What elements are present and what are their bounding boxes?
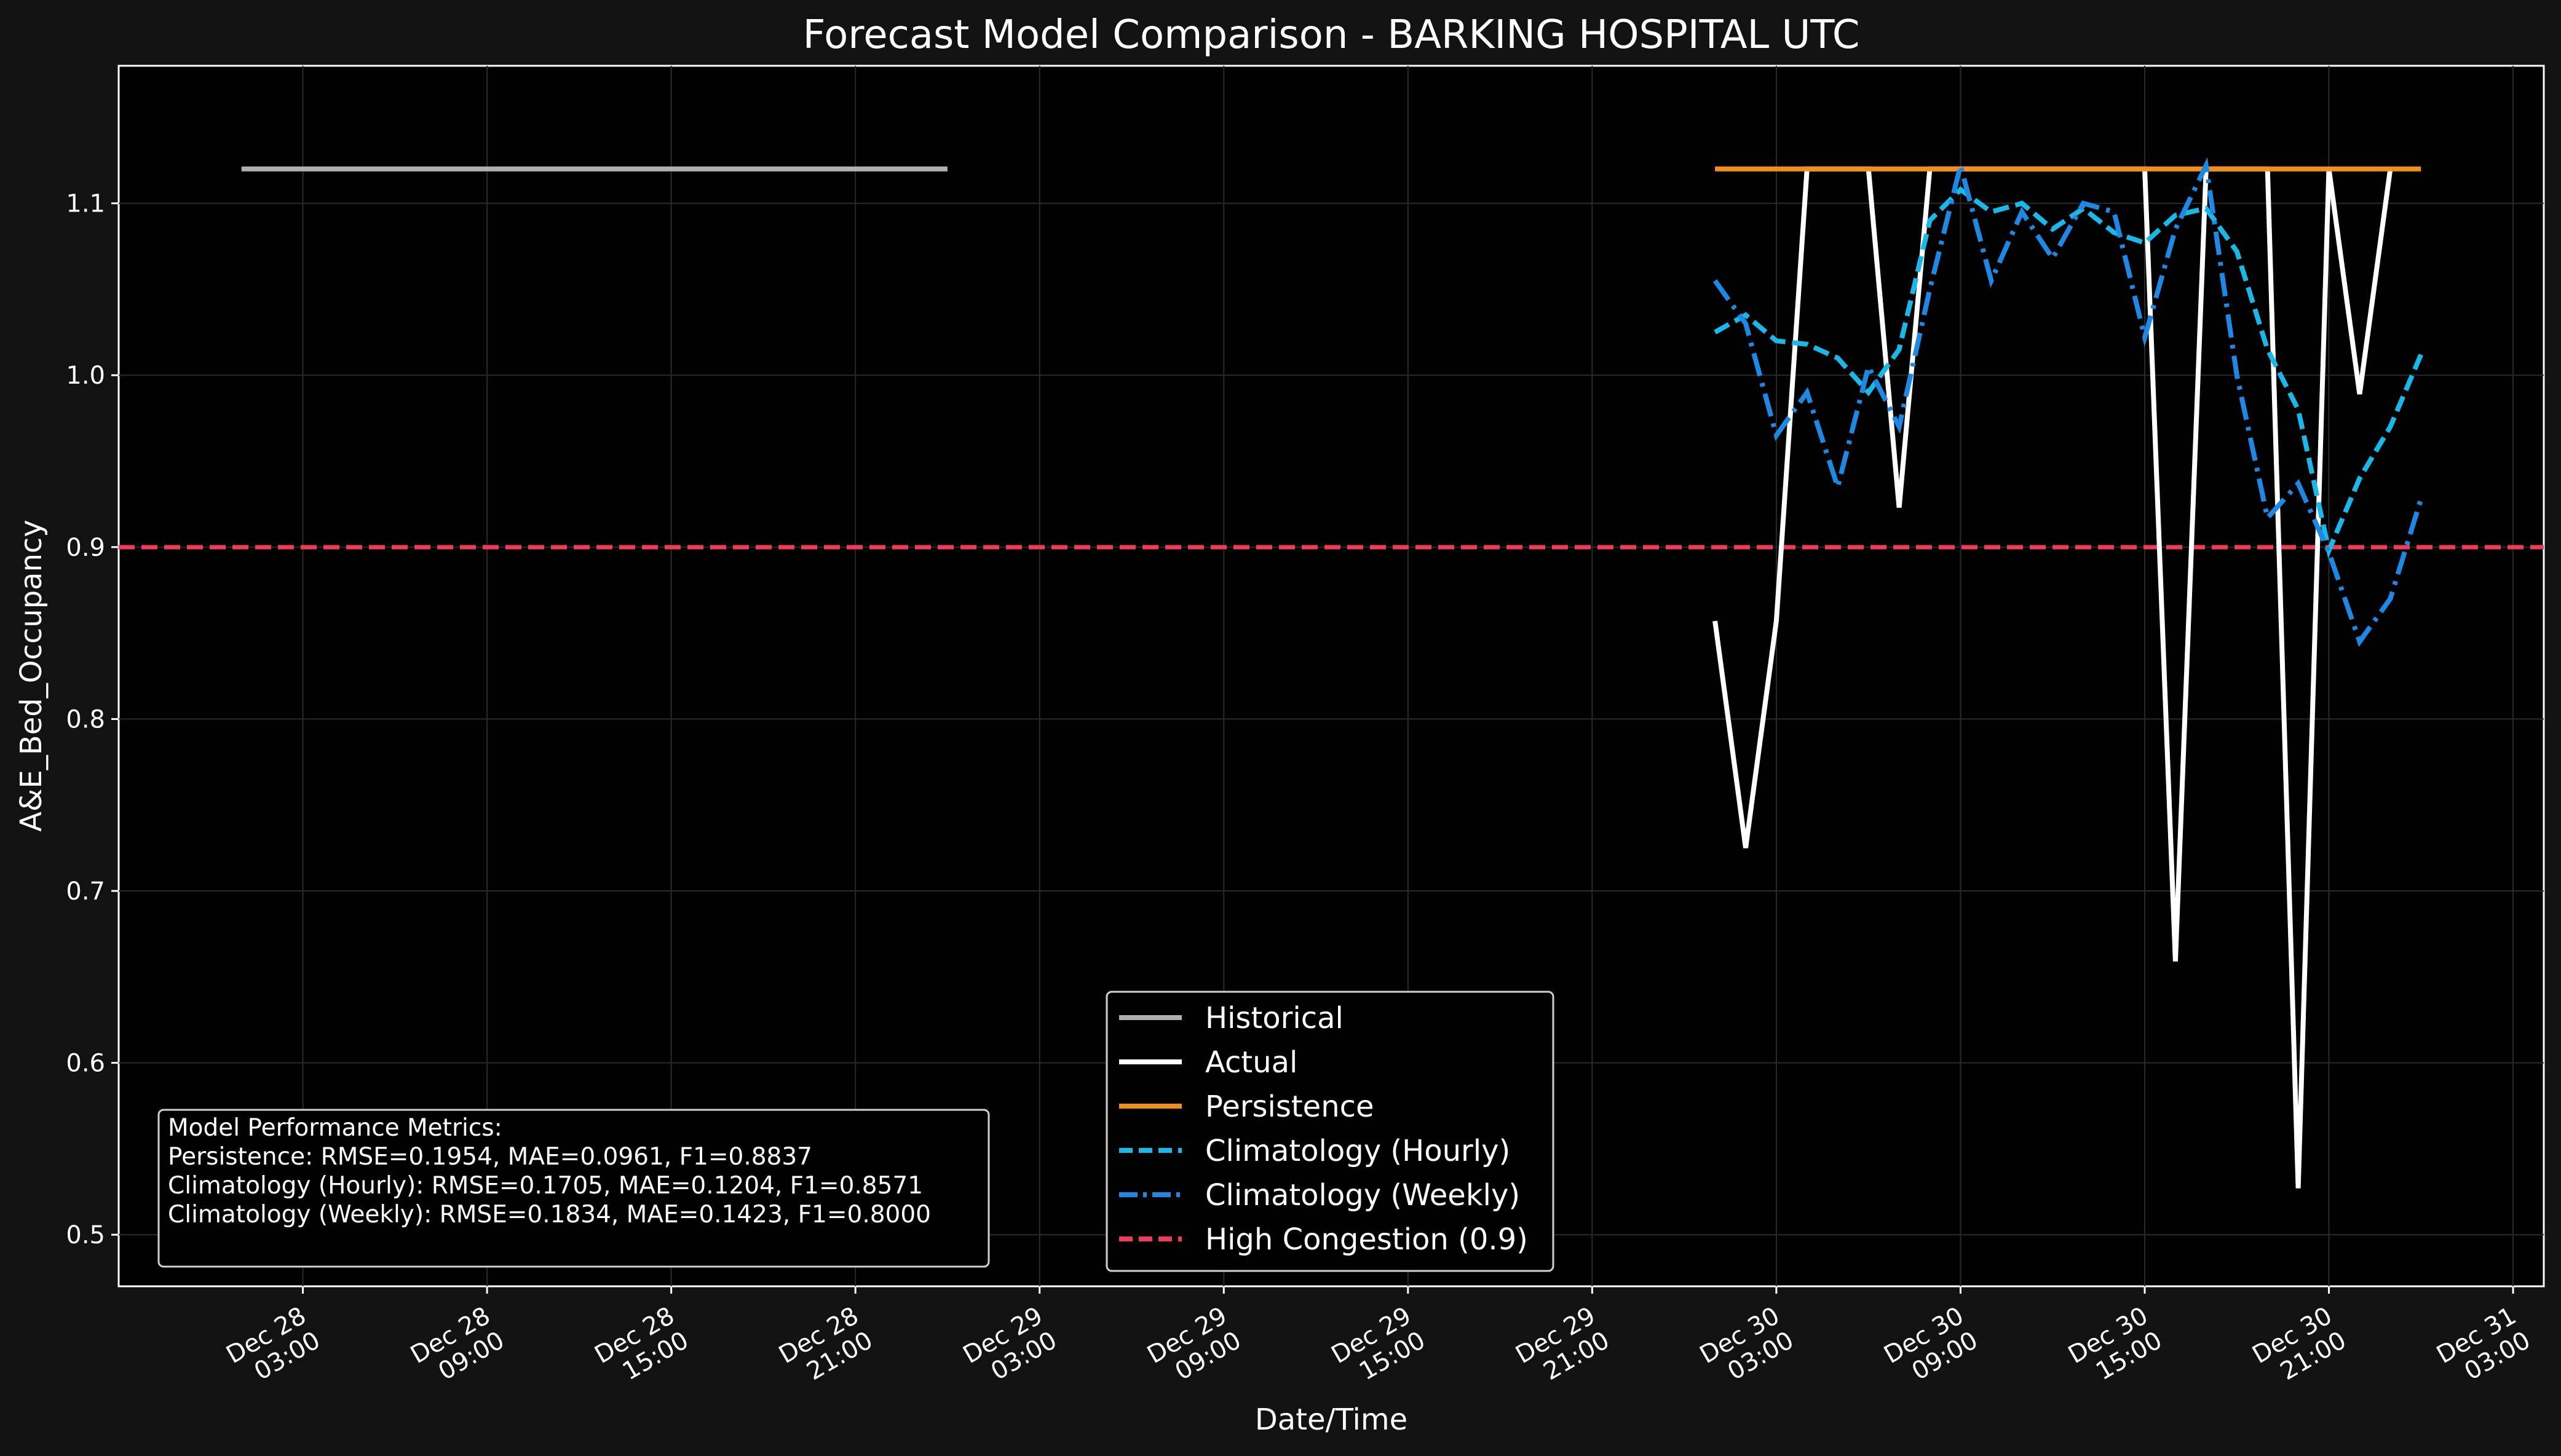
chart-title: Forecast Model Comparison - BARKING HOSP… — [803, 12, 1860, 58]
y-tick-label: 0.9 — [66, 534, 105, 562]
y-tick-label: 0.7 — [66, 877, 105, 906]
legend: Historical Actual Persistence Climatology (… — [1106, 991, 1554, 1272]
legend-frame — [1106, 991, 1554, 1272]
x-tick-label: Dec 3003:00 — [1695, 1302, 1799, 1394]
y-axis-label: A&E_Bed_Occupancy — [14, 520, 49, 832]
x-axis-label: Date/Time — [1255, 1403, 1407, 1437]
legend-label: Historical — [1205, 1001, 1344, 1035]
y-tick-label: 1.1 — [66, 190, 105, 218]
series-layer — [119, 157, 2544, 1189]
x-tick-label: Dec 3021:00 — [2247, 1302, 2351, 1394]
x-tick-label: Dec 3009:00 — [1879, 1302, 1982, 1394]
y-tick-label: 0.5 — [66, 1221, 105, 1249]
x-tick-label: Dec 2903:00 — [959, 1302, 1062, 1394]
y-tick-label: 1.0 — [66, 362, 105, 390]
x-tick-label: Dec 2809:00 — [406, 1302, 509, 1394]
metrics-line: Climatology (Weekly): RMSE=0.1834, MAE=0… — [168, 1201, 931, 1228]
x-tick-label: Dec 2915:00 — [1327, 1302, 1430, 1394]
x-tick-label: Dec 2921:00 — [1511, 1302, 1614, 1394]
x-tick-label: Dec 3103:00 — [2432, 1302, 2535, 1394]
y-tick-label: 0.8 — [66, 705, 105, 734]
legend-label: Actual — [1205, 1045, 1297, 1080]
series-climatology-weekly — [1712, 157, 2424, 647]
x-tick-label: Dec 2909:00 — [1142, 1302, 1246, 1394]
legend-label: High Congestion (0.9) — [1205, 1222, 1528, 1257]
metrics-box: Model Performance Metrics: Persistence: … — [157, 1109, 990, 1268]
x-tick-label: Dec 2803:00 — [221, 1302, 325, 1394]
metrics-box-frame — [157, 1109, 990, 1268]
x-tick-label: Dec 3015:00 — [2064, 1302, 2167, 1394]
grid — [119, 66, 2544, 1286]
x-tick-label: Dec 2821:00 — [774, 1302, 877, 1394]
legend-label: Persistence — [1205, 1090, 1374, 1124]
legend-label: Climatology (Weekly) — [1205, 1178, 1520, 1213]
metrics-line: Model Performance Metrics: — [168, 1114, 502, 1142]
metrics-line: Climatology (Hourly): RMSE=0.1705, MAE=0… — [168, 1172, 923, 1200]
legend-label: Climatology (Hourly) — [1205, 1134, 1510, 1168]
metrics-line: Persistence: RMSE=0.1954, MAE=0.0961, F1… — [168, 1143, 812, 1171]
x-tick-label: Dec 2815:00 — [590, 1302, 694, 1394]
y-tick-label: 0.6 — [66, 1050, 105, 1078]
